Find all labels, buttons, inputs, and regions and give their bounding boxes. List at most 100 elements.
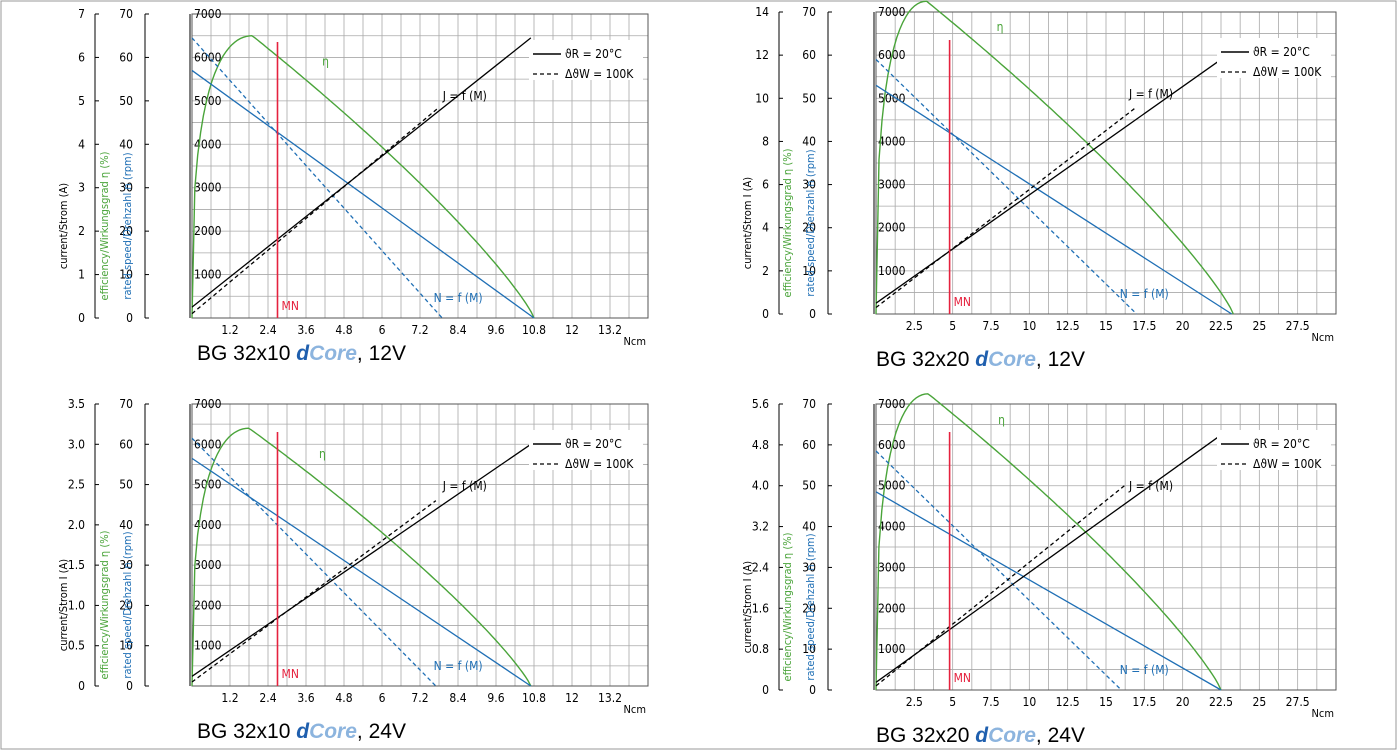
legend-entry-cold: ϑR = 20°C (1253, 45, 1310, 59)
plot-border (875, 403, 1337, 691)
legend-background (1217, 430, 1331, 470)
efficiency-tick-label: 60 (119, 437, 133, 451)
caption-voltage: , 24V (1036, 724, 1085, 747)
current-tick-label: 3.2 (752, 520, 769, 534)
caption-brand-core: Core (309, 342, 357, 365)
x-tick-label: 2.4 (259, 691, 276, 705)
current-tick-label: 1 (78, 268, 85, 282)
speed-axis-label: rated speed/Drehzahl n (rpm) (804, 149, 817, 296)
x-tick-label: 25 (1252, 319, 1266, 333)
x-tick-label: 4.8 (335, 323, 352, 337)
legend-entry-hot: ΔϑW = 100K (1253, 457, 1322, 471)
current-tick-label: 6 (762, 178, 769, 192)
x-tick-label: 13.2 (598, 323, 622, 337)
speed-tick-label: 7000 (878, 5, 906, 19)
efficiency-tick-label: 60 (802, 438, 816, 452)
chart-caption: BG 32x10 dCore, 12V (197, 342, 406, 365)
current-line-hot (191, 106, 440, 315)
x-tick-label: 2.4 (259, 323, 276, 337)
x-tick-label: 8.4 (449, 691, 466, 705)
current-tick-label: 4.8 (752, 438, 769, 452)
legend-background (1217, 38, 1331, 78)
caption-brand-core: Core (988, 348, 1036, 371)
speed-tick-label: 4000 (194, 137, 222, 151)
x-tick-label: 27.5 (1286, 319, 1310, 333)
x-tick-label: 12.5 (1056, 319, 1080, 333)
efficiency-tick-label: 50 (119, 94, 133, 108)
current-tick-label: 2 (762, 264, 769, 278)
current-curve-label: J = f (M) (442, 89, 487, 103)
efficiency-curve-label: η (322, 55, 329, 69)
speed-tick-label: 7000 (194, 7, 222, 21)
x-tick-label: 9.6 (487, 691, 504, 705)
speed-tick-label: 7000 (878, 397, 906, 411)
x-tick-label: 10.8 (522, 323, 546, 337)
x-tick-label: 17.5 (1132, 695, 1156, 709)
rated-torque-label: MN (282, 667, 299, 681)
speed-tick-label: 3000 (878, 178, 906, 192)
x-tick-label: 6 (379, 323, 386, 337)
current-tick-label: 12 (755, 48, 769, 62)
efficiency-tick-label: 40 (802, 520, 816, 534)
speed-tick-label: 1000 (194, 268, 222, 282)
speed-tick-label: 5000 (878, 479, 906, 493)
x-axis-unit: Ncm (624, 335, 646, 348)
x-tick-label: 10 (1022, 319, 1036, 333)
legend-entry-cold: ϑR = 20°C (565, 437, 622, 451)
speed-tick-label: 2000 (878, 601, 906, 615)
speed-tick-label: 1000 (878, 642, 906, 656)
speed-tick-label: 1000 (878, 264, 906, 278)
efficiency-tick-label: 40 (119, 518, 133, 532)
current-line (875, 50, 1234, 304)
efficiency-curve (191, 427, 532, 687)
current-tick-label: 3.0 (68, 437, 85, 451)
x-tick-label: 12.5 (1056, 695, 1080, 709)
plot-border (875, 11, 1337, 315)
speed-tick-label: 1000 (194, 639, 222, 653)
x-tick-label: 4.8 (335, 691, 352, 705)
current-tick-label: 0 (78, 679, 85, 693)
x-tick-label: 5 (949, 319, 956, 333)
speed-axis-label: rated speed/Drehzahl n (rpm) (121, 152, 134, 299)
efficiency-tick-label: 20 (119, 224, 133, 238)
speed-curve-label: N = f (M) (1120, 287, 1169, 301)
speed-tick-label: 3000 (194, 558, 222, 572)
x-tick-label: 20 (1176, 695, 1190, 709)
current-tick-label: 0 (762, 307, 769, 321)
current-tick-label: 3 (78, 181, 85, 195)
current-tick-label: 3.5 (68, 397, 85, 411)
chart-panel-3: 0 0.5 1.0 1.5 2.0 2.5 3.0 3.5 0 10 20 30 40 50 60 70 100… (57, 397, 649, 743)
efficiency-tick-label: 0 (809, 307, 816, 321)
efficiency-tick-label: 10 (119, 268, 133, 282)
x-tick-label: 2.5 (906, 319, 923, 333)
current-tick-label: 5 (78, 94, 85, 108)
plot-border (191, 403, 649, 687)
current-tick-label: 0.8 (752, 642, 769, 656)
current-tick-label: 2 (78, 224, 85, 238)
chart-panel-1: 0123456701020304050607010002000300040005… (57, 7, 649, 365)
legend-entry-hot: ΔϑW = 100K (565, 67, 634, 81)
x-tick-label: 7.2 (411, 691, 428, 705)
caption-voltage: , 24V (357, 720, 406, 743)
x-tick-label: 27.5 (1286, 695, 1310, 709)
current-line-hot (875, 106, 1138, 309)
x-tick-label: 17.5 (1132, 319, 1156, 333)
x-tick-label: 12 (565, 323, 579, 337)
efficiency-curve (191, 34, 535, 319)
efficiency-tick-label: 0 (809, 683, 816, 697)
efficiency-tick-label: 0 (126, 311, 133, 325)
caption-brand-core: Core (309, 720, 357, 743)
caption-brand-d: d (296, 720, 310, 743)
speed-tick-label: 4000 (194, 518, 222, 532)
speed-tick-label: 7000 (194, 397, 222, 411)
current-tick-label: 6 (78, 50, 85, 64)
current-line (191, 443, 532, 677)
efficiency-tick-label: 60 (802, 48, 816, 62)
speed-line-hot (875, 450, 1122, 691)
speed-tick-label: 2000 (194, 224, 222, 238)
current-tick-label: 14 (755, 5, 769, 19)
current-tick-label: 1.0 (68, 598, 85, 612)
efficiency-tick-label: 20 (802, 221, 816, 235)
speed-line (191, 69, 535, 319)
efficiency-tick-label: 50 (802, 479, 816, 493)
